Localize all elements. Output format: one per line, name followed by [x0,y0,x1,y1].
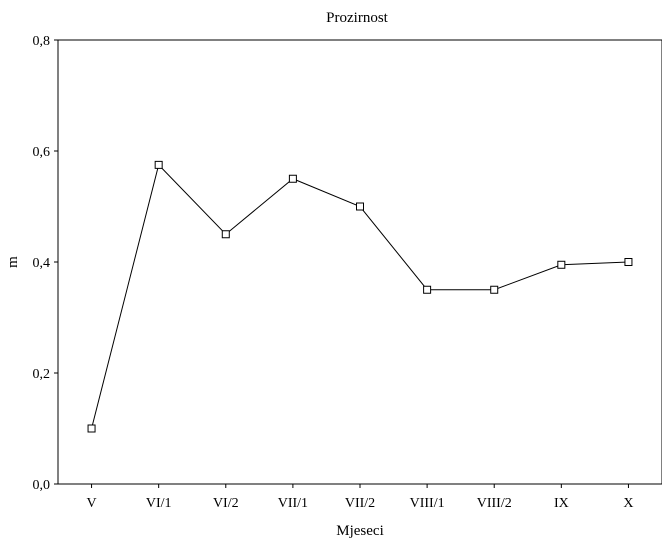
x-axis: V VI/1 VI/2 VII/1 VII/2 VIII/1 VIII/2 IX X [86,484,634,511]
data-point-marker [154,160,163,169]
chart-title: Prozirnost [326,10,388,26]
x-tick-label: IX [554,496,569,511]
data-point-marker [87,424,96,433]
data-point-marker [423,285,432,294]
data-point-marker [356,202,364,211]
x-tick-label: VI/1 [146,496,172,511]
y-tick-label: 0,2 [33,367,51,382]
x-tick-label: VIII/1 [410,496,445,511]
y-tick-label: 0,8 [33,34,51,49]
data-point-marker [490,285,499,294]
y-tick-label: 0,0 [33,478,51,493]
x-axis-label: Mjeseci [336,523,383,539]
y-axis: 0,0 0,2 0,4 0,6 0,8 [33,34,58,493]
series-layer [87,160,633,433]
x-tick-label: VIII/2 [477,496,512,511]
x-tick-label: X [623,496,633,511]
data-point-marker [624,258,633,266]
data-point-marker [557,260,566,269]
y-tick-label: 0,4 [33,256,51,271]
x-tick-label: VI/2 [213,496,239,511]
data-point-marker [221,230,230,239]
x-tick-label: VII/2 [345,496,375,511]
data-point-marker [288,174,297,183]
y-tick-label: 0,6 [33,145,51,160]
plot-frame [57,39,662,485]
x-tick-label: VII/1 [278,496,308,511]
y-axis-label: m [5,256,21,268]
x-tick-label: V [86,496,96,511]
